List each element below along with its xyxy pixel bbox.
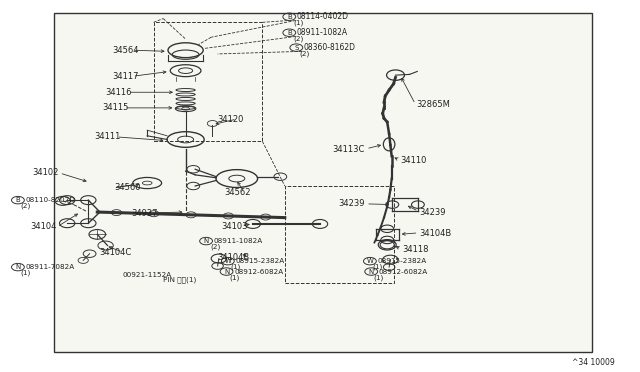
Text: (1): (1) (20, 270, 31, 276)
Text: 34104: 34104 (30, 222, 56, 231)
Text: 34927: 34927 (131, 209, 157, 218)
Text: 08912-6082A: 08912-6082A (379, 269, 428, 275)
Text: N: N (204, 238, 209, 244)
Text: B: B (287, 14, 292, 20)
Text: N: N (15, 264, 20, 270)
Text: 34115: 34115 (102, 103, 129, 112)
Text: (1): (1) (374, 274, 384, 281)
Text: B: B (287, 30, 292, 36)
Text: 34104B: 34104B (218, 253, 250, 262)
Text: S: S (294, 45, 298, 51)
Text: (1): (1) (230, 264, 241, 270)
Bar (54, 13, 592, 352)
Text: 32865M: 32865M (416, 100, 450, 109)
Text: 08110-8202D: 08110-8202D (26, 197, 76, 203)
Text: (2): (2) (20, 203, 31, 209)
Text: 34116: 34116 (106, 88, 132, 97)
Text: 34239: 34239 (339, 199, 365, 208)
Text: (2): (2) (300, 50, 310, 57)
Text: 08912-6082A: 08912-6082A (234, 269, 284, 275)
Text: (1): (1) (372, 264, 383, 270)
Text: 34562: 34562 (224, 188, 250, 197)
Text: 34104C: 34104C (99, 248, 131, 257)
Text: (1): (1) (293, 20, 303, 26)
Text: (2): (2) (293, 36, 303, 42)
Text: 08360-8162D: 08360-8162D (304, 43, 356, 52)
Text: W: W (225, 258, 231, 264)
Text: 34113C: 34113C (332, 145, 365, 154)
Text: (2): (2) (210, 244, 220, 250)
Text: 34560: 34560 (114, 183, 140, 192)
Text: 34239: 34239 (419, 208, 445, 217)
Text: 08911-1082A: 08911-1082A (297, 28, 348, 37)
Bar (154, 22, 262, 141)
Text: 34118: 34118 (402, 246, 428, 254)
Text: 08915-2382A: 08915-2382A (236, 258, 285, 264)
Text: 08911-7082A: 08911-7082A (26, 264, 75, 270)
Text: 08114-0402D: 08114-0402D (297, 12, 349, 21)
Text: 08915-2382A: 08915-2382A (378, 258, 427, 264)
Text: B: B (15, 197, 20, 203)
Text: 00921-1152A: 00921-1152A (123, 272, 172, 278)
Text: 34104B: 34104B (419, 229, 451, 238)
Text: 34564: 34564 (112, 46, 138, 55)
Bar (285, 186, 394, 283)
Text: 34103: 34103 (221, 222, 247, 231)
Text: 34110: 34110 (400, 156, 426, 165)
Text: N: N (224, 269, 229, 275)
Text: 34120: 34120 (218, 115, 244, 124)
Text: 34117: 34117 (112, 72, 138, 81)
Text: 34111: 34111 (95, 132, 121, 141)
Text: PIN ピン(1): PIN ピン(1) (163, 276, 196, 283)
Text: (1): (1) (229, 274, 239, 281)
Text: 34102: 34102 (33, 169, 59, 177)
Text: 08911-1082A: 08911-1082A (214, 238, 263, 244)
Text: N: N (369, 269, 374, 275)
Text: ^34 10009: ^34 10009 (572, 358, 614, 367)
Text: W: W (367, 258, 373, 264)
